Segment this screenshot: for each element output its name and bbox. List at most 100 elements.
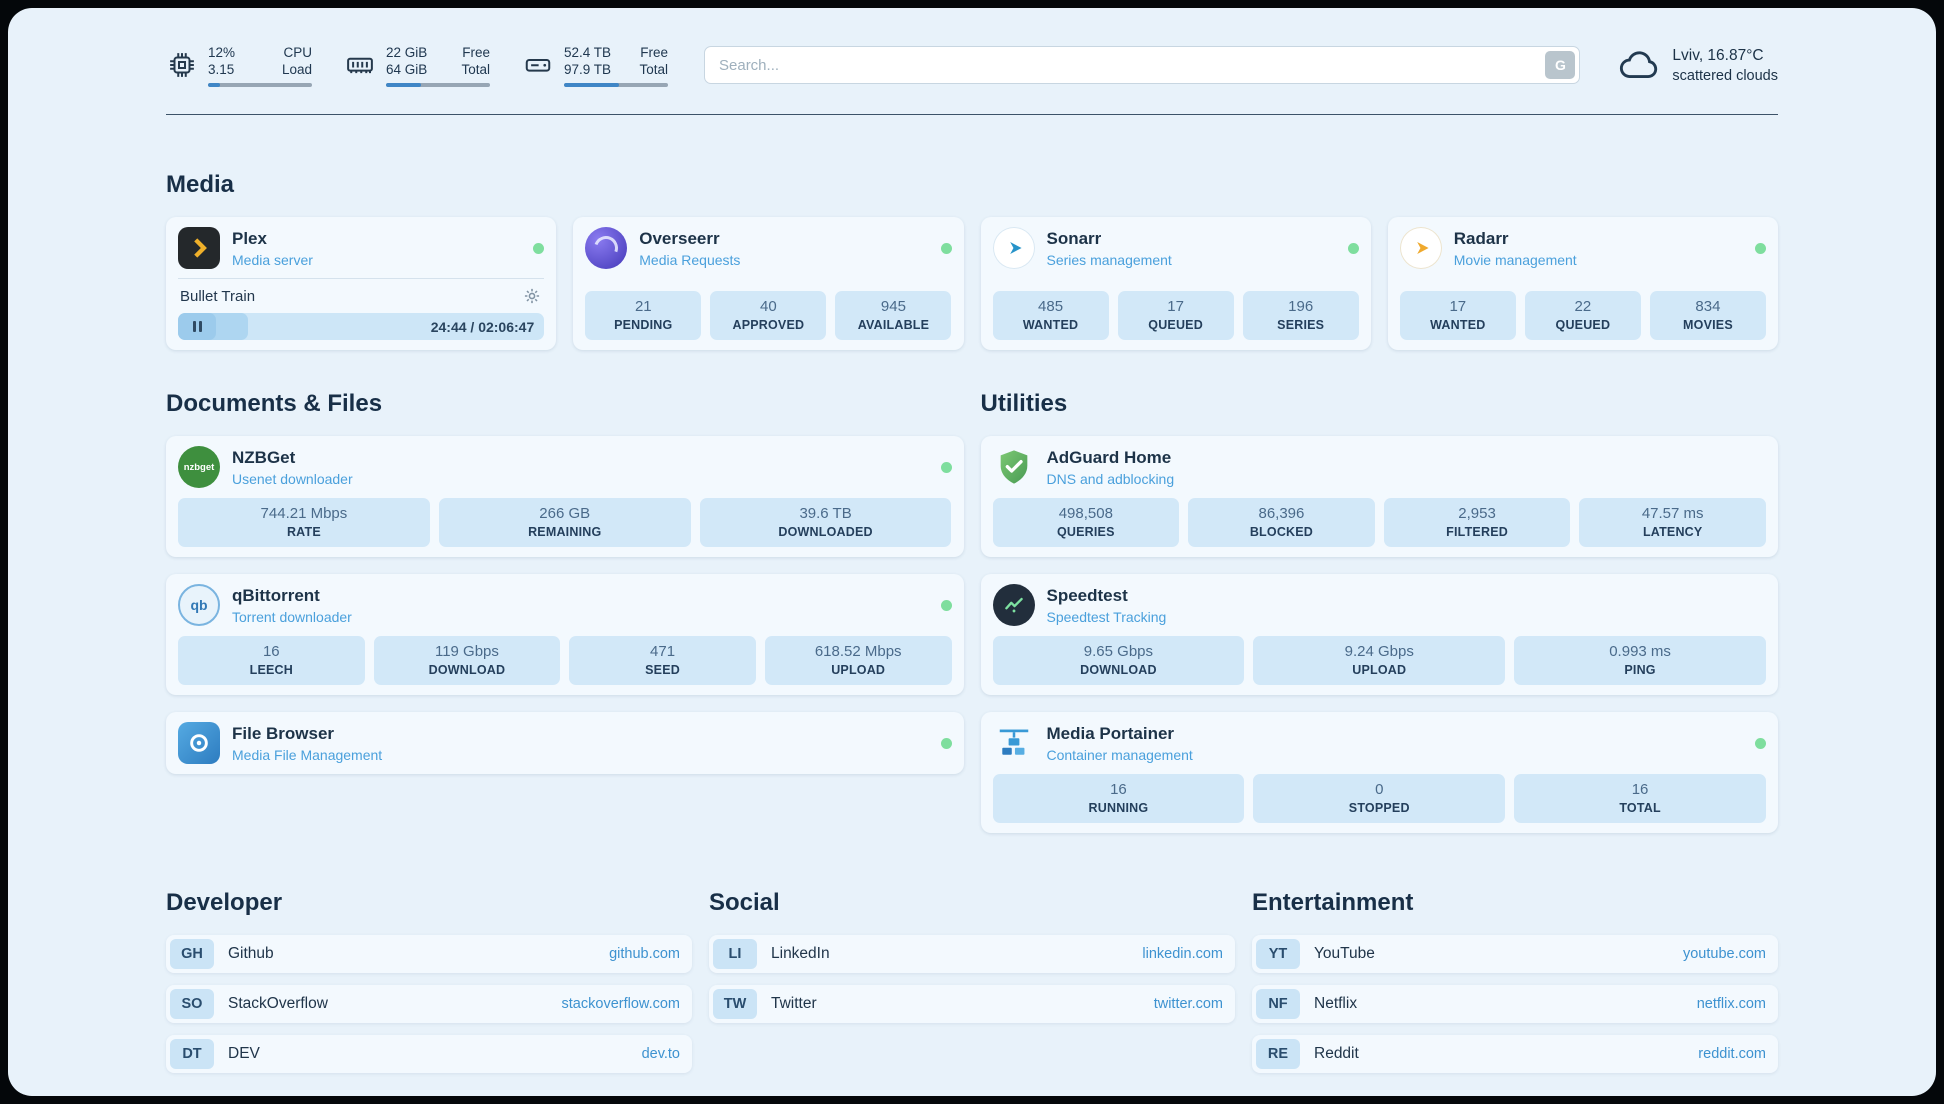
search-input[interactable] — [704, 46, 1581, 84]
portainer-card[interactable]: Media Portainer Container management 16 … — [980, 712, 1778, 833]
bookmark-name: YouTube — [1314, 945, 1375, 962]
search-bar: G — [704, 46, 1581, 84]
documents-section-title: Documents & Files — [166, 390, 383, 417]
bookmark-abbr: SO — [170, 989, 214, 1019]
sonarr-card[interactable]: Sonarr Series management 485 WANTED 17 Q… — [980, 217, 1371, 350]
speedtest-card[interactable]: Speedtest Speedtest Tracking 9.65 Gbps D… — [980, 574, 1778, 695]
stat-queued: 17 QUEUED — [1117, 291, 1234, 340]
bookmark-netflix[interactable]: NF Netflix netflix.com — [1252, 985, 1778, 1023]
stat-filtered: 2,953 FILTERED — [1383, 498, 1571, 547]
disk-icon — [522, 49, 554, 81]
plex-card[interactable]: Plex Media server Bullet Train — [166, 217, 557, 350]
bookmark-url: twitter.com — [1153, 996, 1223, 1012]
radarr-icon — [1399, 227, 1442, 269]
sonarr-icon — [992, 227, 1035, 269]
disk-free-value: 52.4 TB — [564, 44, 612, 60]
bookmark-url: github.com — [609, 946, 680, 962]
adguard-card[interactable]: AdGuard Home DNS and adblocking 498,508 … — [980, 436, 1778, 557]
ram-monitor: 22 GiB 64 GiB Free Total — [344, 44, 490, 87]
disk-usage-bar — [564, 82, 668, 87]
search-engine-button[interactable]: G — [1545, 51, 1576, 79]
bookmark-url: youtube.com — [1682, 946, 1766, 962]
service-title: AdGuard Home — [1046, 447, 1172, 467]
settings-gear-icon[interactable] — [522, 286, 542, 306]
bookmark-url: linkedin.com — [1142, 946, 1223, 962]
stat-stopped: 0 STOPPED — [1253, 774, 1506, 823]
cloud-icon — [1616, 42, 1662, 88]
bookmark-url: dev.to — [641, 1046, 680, 1062]
status-dot-online — [1755, 737, 1766, 749]
stat-seed: 471 SEED — [569, 636, 756, 685]
pause-button[interactable] — [178, 313, 216, 340]
filebrowser-card[interactable]: File Browser Media File Management — [166, 712, 964, 774]
bookmark-youtube[interactable]: YT YouTube youtube.com — [1252, 935, 1778, 973]
disk-total-label: Total — [639, 61, 668, 77]
status-dot-online — [940, 599, 952, 611]
status-dot-online — [940, 242, 952, 254]
stat-download: 9.65 Gbps DOWNLOAD — [992, 636, 1245, 685]
service-subtitle: Usenet downloader — [232, 470, 353, 487]
cpu-load-value: 3.15 — [208, 61, 235, 77]
media-section-title: Media — [166, 171, 235, 198]
stat-downloaded: 39.6 TB DOWNLOADED — [699, 498, 952, 547]
bookmark-dev[interactable]: DT DEV dev.to — [166, 1035, 692, 1073]
overseerr-icon — [585, 227, 628, 269]
ram-icon — [344, 49, 376, 81]
stat-available: 945 AVAILABLE — [835, 291, 952, 340]
bookmark-abbr: YT — [1256, 939, 1300, 969]
ram-total-value: 64 GiB — [386, 61, 428, 77]
bookmark-twitter[interactable]: TW Twitter twitter.com — [709, 985, 1235, 1023]
social-section: Social LI LinkedIn linkedin.com TW Twitt… — [709, 889, 1235, 1073]
stat-ping: 0.993 ms PING — [1514, 636, 1766, 685]
service-title: Speedtest — [1046, 585, 1128, 605]
adguard-shield-icon — [993, 446, 1035, 488]
nzbget-card[interactable]: nzbget NZBGet Usenet downloader 744.21 M… — [166, 436, 964, 557]
stat-series: 196 SERIES — [1242, 291, 1359, 340]
bookmark-stackoverflow[interactable]: SO StackOverflow stackoverflow.com — [166, 985, 692, 1023]
bookmark-url: netflix.com — [1696, 996, 1766, 1012]
service-subtitle: Torrent downloader — [232, 608, 352, 625]
stat-upload: 9.24 Gbps UPLOAD — [1253, 636, 1506, 685]
bookmark-reddit[interactable]: RE Reddit reddit.com — [1252, 1035, 1778, 1073]
bookmark-github[interactable]: GH Github github.com — [166, 935, 692, 973]
service-subtitle: Media server — [232, 251, 313, 268]
stat-blocked: 86,396 BLOCKED — [1188, 498, 1375, 547]
developer-section-title: Developer — [166, 889, 283, 916]
service-title: Plex — [232, 228, 267, 248]
ram-usage-bar — [386, 82, 490, 87]
cpu-usage-bar-fill — [208, 82, 221, 87]
bookmark-abbr: NF — [1256, 989, 1300, 1019]
status-dot-online — [533, 242, 545, 254]
service-subtitle: Container management — [1046, 746, 1193, 763]
dashboard-page: 12% 3.15 CPU Load — [8, 8, 1936, 1096]
status-dot-online — [1755, 242, 1766, 254]
bookmark-abbr: DT — [170, 1039, 214, 1069]
developer-section: Developer GH Github github.com SO StackO… — [166, 889, 692, 1073]
service-subtitle: Media File Management — [232, 746, 383, 763]
service-title: NZBGet — [232, 447, 296, 467]
stat-queries: 498,508 QUERIES — [992, 498, 1180, 547]
qbittorrent-card[interactable]: qb qBittorrent Torrent downloader 16 LEE… — [166, 574, 964, 695]
status-dot-online — [940, 461, 952, 473]
utilities-section-title: Utilities — [980, 390, 1068, 417]
status-dot-online — [1347, 242, 1359, 254]
now-playing-title: Bullet Train — [180, 287, 256, 305]
stat-queued: 22 QUEUED — [1524, 291, 1641, 340]
stat-pending: 21 PENDING — [585, 291, 702, 340]
stat-download: 119 Gbps DOWNLOAD — [373, 636, 561, 685]
service-title: Overseerr — [639, 228, 720, 248]
bookmark-name: Twitter — [771, 995, 817, 1012]
bookmark-linkedin[interactable]: LI LinkedIn linkedin.com — [709, 935, 1235, 973]
service-subtitle: DNS and adblocking — [1046, 470, 1175, 487]
service-title: Radarr — [1453, 228, 1509, 248]
cpu-monitor: 12% 3.15 CPU Load — [166, 44, 312, 87]
playback-progress-bar[interactable]: 24:44 / 02:06:47 — [178, 313, 545, 340]
overseerr-card[interactable]: Overseerr Media Requests 21 PENDING 40 A… — [573, 217, 964, 350]
media-section: Media Plex Media server — [166, 171, 1778, 350]
stat-wanted: 17 WANTED — [1399, 291, 1516, 340]
stat-leech: 16 LEECH — [178, 636, 365, 685]
bookmark-abbr: GH — [170, 939, 214, 969]
radarr-card[interactable]: Radarr Movie management 17 WANTED 22 QUE… — [1387, 217, 1778, 350]
bookmark-abbr: RE — [1256, 1039, 1300, 1069]
bookmark-name: DEV — [228, 1045, 260, 1062]
